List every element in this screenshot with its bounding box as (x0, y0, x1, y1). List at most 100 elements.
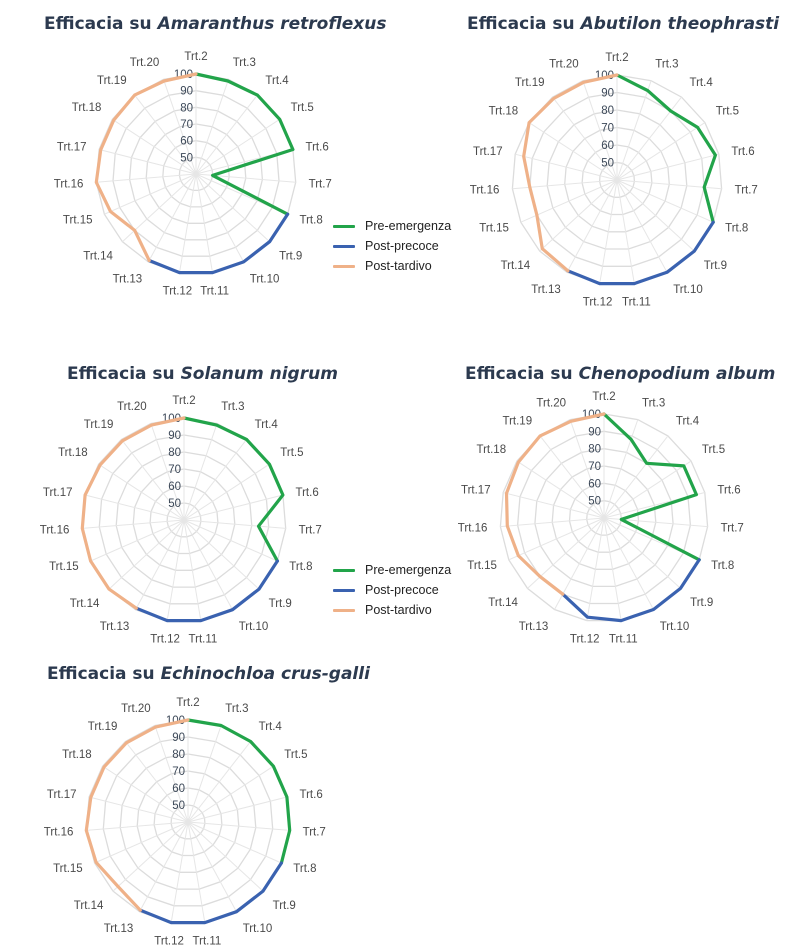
title-species: Solanum nigrum (180, 364, 338, 384)
radar-tick-label: 70 (588, 461, 601, 473)
radar-spoke (179, 173, 197, 273)
radar-category-label: Trt.7 (309, 178, 332, 190)
radar-gridline (564, 126, 670, 233)
radar-category-label: Trt.4 (265, 75, 289, 87)
radar-category-label: Trt.8 (725, 222, 748, 234)
radar-category-label: Trt.5 (291, 102, 314, 114)
radar-spoke (603, 517, 654, 610)
radar-tick-label: 80 (172, 749, 185, 761)
radar-category-label: Trt.16 (44, 827, 74, 839)
radar-category-label: Trt.14 (501, 260, 531, 272)
radar-tick-label: 70 (180, 119, 193, 131)
radar-series-pre (615, 73, 718, 224)
radar-category-label: Trt.6 (300, 789, 323, 801)
radar-category-label: Trt.20 (536, 397, 566, 409)
radar-spoke (603, 419, 639, 519)
radar-series-late (80, 416, 186, 610)
radar-category-label: Trt.15 (479, 222, 509, 234)
radar-category-label: Trt.11 (193, 935, 222, 947)
radar-spoke (183, 423, 218, 521)
radar-gridline (581, 144, 653, 216)
radar-spoke (112, 821, 189, 892)
radar-gridline (568, 482, 640, 553)
radar-spoke (616, 179, 714, 223)
radar-tick-label: 60 (180, 136, 193, 148)
radar-spoke (187, 796, 288, 823)
legend-label-late: Post-tardivo (365, 259, 432, 273)
radar-spoke (616, 153, 719, 181)
radar-gridline (170, 804, 206, 840)
radar-spoke (539, 435, 605, 519)
radar-series-pre (194, 72, 295, 216)
radar-category-label: Trt.17 (47, 789, 77, 801)
radar-spoke (183, 519, 278, 562)
radar-category-label: Trt.13 (519, 621, 549, 633)
radar-spoke (187, 821, 264, 892)
radar-tick-label: 90 (180, 86, 193, 98)
radar-tick-label: 90 (601, 88, 614, 100)
radar-spoke (616, 122, 706, 181)
radar-gridline (546, 109, 688, 250)
radar-series-early (561, 558, 701, 623)
chart-title-abutilon: Efficacia su Abutilon theophrasti (467, 14, 779, 34)
legend-label-pre: Pre-emergenza (365, 219, 452, 233)
radar-category-label: Trt.12 (583, 296, 613, 308)
radar-gridline (115, 451, 253, 588)
radar-spoke (125, 741, 189, 823)
radar-category-label: Trt.9 (690, 597, 713, 609)
radar-spoke (616, 179, 668, 273)
legend-middle: Pre-emergenza Post-precoce Post-tardivo (333, 560, 451, 620)
radar-spoke (503, 492, 605, 519)
radar-category-label: Trt.14 (488, 597, 518, 609)
radar-category-label: Trt.13 (113, 273, 143, 285)
radar-spoke (516, 460, 605, 519)
radar-spoke (104, 173, 197, 215)
radar-category-label: Trt.14 (74, 900, 104, 912)
radar-category-label: Trt.18 (476, 444, 506, 456)
radar-series-pre (186, 718, 292, 865)
radar-tick-label: 90 (172, 732, 185, 744)
radar-gridline (98, 434, 270, 605)
legend-item-early: Post-precoce (333, 580, 451, 600)
legend-item-late: Post-tardivo (333, 600, 451, 620)
radar-category-label: Trt.5 (280, 447, 303, 459)
radar-series-late (94, 72, 198, 263)
radar-category-label: Trt.9 (269, 598, 292, 610)
radar-category-label: Trt.12 (570, 633, 600, 645)
radar-spoke (195, 173, 270, 243)
radar-category-label: Trt.20 (130, 57, 160, 69)
legend-label-pre: Pre-emergenza (365, 563, 452, 577)
radar-spoke (582, 80, 618, 181)
radar-category-label: Trt.7 (303, 827, 326, 839)
radar-category-label: Trt.7 (735, 185, 758, 197)
radar-spoke (166, 519, 185, 621)
radar-spoke (84, 494, 185, 521)
radar-spoke (134, 94, 197, 175)
radar-spoke (154, 725, 189, 823)
radar-spoke (90, 519, 185, 562)
radar-category-label: Trt.14 (83, 251, 113, 263)
legend-top: Pre-emergenza Post-precoce Post-tardivo (333, 216, 451, 276)
radar-spoke (112, 118, 197, 175)
radar-category-label: Trt.18 (58, 447, 88, 459)
legend-swatch-pre (333, 224, 355, 228)
radar-category-label: Trt.9 (273, 900, 296, 912)
radar-tick-label: 50 (172, 800, 185, 812)
radar-spoke (539, 179, 618, 252)
radar-gridline (499, 413, 709, 622)
radar-category-label: Trt.19 (97, 75, 127, 87)
radar-tick-label: 80 (180, 102, 193, 114)
radar-spoke (94, 821, 189, 864)
radar-category-label: Trt.18 (72, 102, 102, 114)
radar-category-label: Trt.15 (49, 561, 79, 573)
radar-spoke (183, 519, 233, 610)
chart-title-chenopodium: Efficacia su Chenopodium album (465, 364, 775, 384)
radar-category-label: Trt.11 (200, 286, 229, 298)
chart-title-amaranthus: Efficacia su Amaranthus retroflexus (44, 14, 386, 34)
radar-gridline (178, 156, 214, 192)
radar-gridline (166, 502, 202, 538)
radar-spoke (183, 519, 286, 529)
radar-category-label: Trt.11 (189, 633, 218, 645)
